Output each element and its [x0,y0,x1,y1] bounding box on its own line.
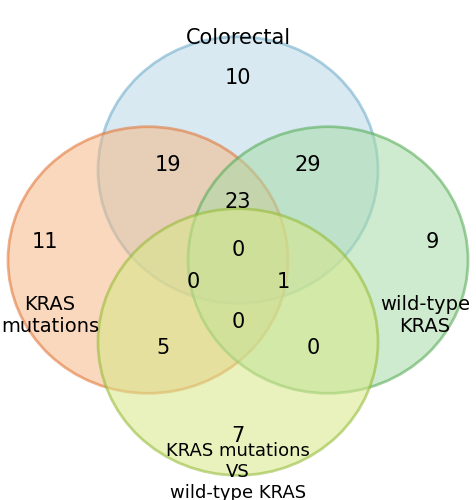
Text: 0: 0 [231,312,245,332]
Text: 11: 11 [32,232,58,252]
Text: 9: 9 [426,232,439,252]
Text: KRAS mutations
VS
wild-type KRAS: KRAS mutations VS wild-type KRAS [166,442,310,500]
Ellipse shape [98,208,378,476]
Text: 0: 0 [307,338,319,358]
Text: 0: 0 [231,240,245,260]
Text: KRAS
mutations: KRAS mutations [1,294,99,336]
Ellipse shape [98,36,378,304]
Text: 29: 29 [295,155,321,175]
Text: Colorectal: Colorectal [186,28,290,48]
Text: 23: 23 [225,192,251,212]
Text: 5: 5 [157,338,169,358]
Text: 1: 1 [277,272,289,292]
Ellipse shape [8,126,288,394]
Text: 19: 19 [155,155,181,175]
Text: 7: 7 [231,426,245,446]
Text: wild-type
KRAS: wild-type KRAS [380,294,470,336]
Text: 10: 10 [225,68,251,88]
Text: 0: 0 [187,272,199,292]
Ellipse shape [188,126,468,394]
